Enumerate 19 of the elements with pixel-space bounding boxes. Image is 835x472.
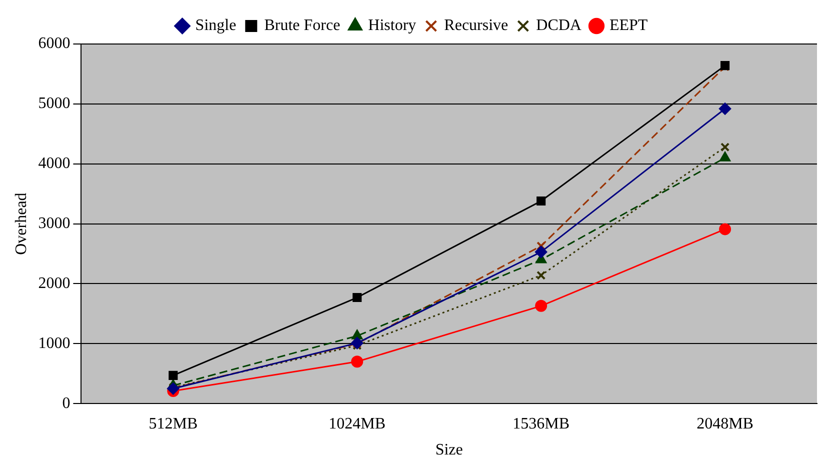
y-tick-label: 0: [62, 394, 70, 412]
x-tick-label: 1536MB: [512, 415, 570, 432]
legend-label: DCDA: [536, 17, 582, 34]
x-tick-label: 2048MB: [696, 415, 754, 432]
y-tick-label: 6000: [38, 35, 70, 52]
x-tick-label: 512MB: [148, 415, 198, 432]
y-tick-label: 1000: [38, 334, 70, 352]
legend-label: EEPT: [609, 17, 648, 34]
legend-label: Brute Force: [264, 17, 340, 34]
legend-label: Recursive: [444, 17, 508, 34]
legend-label: History: [368, 17, 416, 34]
y-tick-label: 4000: [38, 155, 70, 172]
x-tick-label: 1024MB: [328, 415, 386, 432]
y-tick-label: 2000: [38, 274, 70, 292]
y-tick-label: 5000: [38, 95, 70, 112]
y-tick-label: 3000: [38, 215, 70, 232]
legend-label: Single: [195, 17, 236, 34]
x-axis-title: Size: [435, 442, 463, 459]
y-axis-title: Overhead: [12, 192, 30, 255]
